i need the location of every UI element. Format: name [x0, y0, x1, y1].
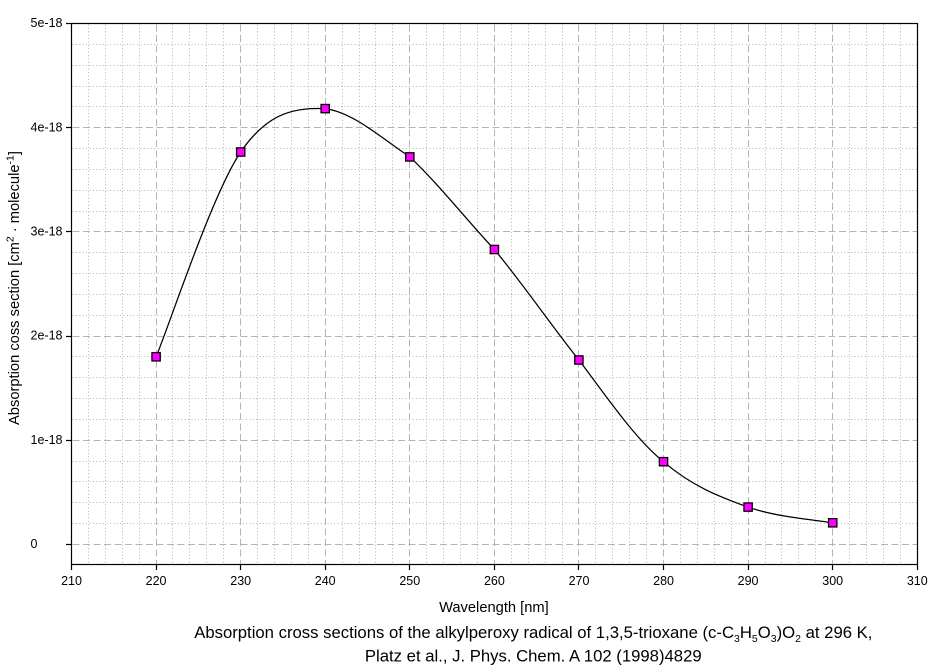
svg-text:290: 290	[738, 574, 759, 588]
svg-text:210: 210	[61, 574, 82, 588]
svg-text:4e-18: 4e-18	[31, 120, 63, 134]
svg-text:240: 240	[315, 574, 336, 588]
svg-text:250: 250	[399, 574, 420, 588]
svg-text:Platz et al., J. Phys. Chem. A: Platz et al., J. Phys. Chem. A 102 (1998…	[365, 647, 702, 666]
svg-text:230: 230	[230, 574, 251, 588]
svg-text:Absorption cross sections of t: Absorption cross sections of the alkylpe…	[194, 623, 872, 645]
svg-text:0: 0	[31, 537, 38, 551]
svg-text:3e-18: 3e-18	[31, 225, 63, 239]
svg-text:300: 300	[822, 574, 843, 588]
svg-text:310: 310	[907, 574, 928, 588]
svg-text:5e-18: 5e-18	[31, 16, 63, 30]
svg-text:220: 220	[146, 574, 167, 588]
svg-text:280: 280	[653, 574, 674, 588]
svg-text:Wavelength [nm]: Wavelength [nm]	[439, 600, 549, 616]
svg-text:2e-18: 2e-18	[31, 329, 63, 343]
svg-text:270: 270	[569, 574, 590, 588]
svg-text:1e-18: 1e-18	[31, 433, 63, 447]
svg-text:Absorption coss section [cm2 ·: Absorption coss section [cm2 · molecule-…	[5, 151, 24, 425]
svg-text:260: 260	[484, 574, 505, 588]
